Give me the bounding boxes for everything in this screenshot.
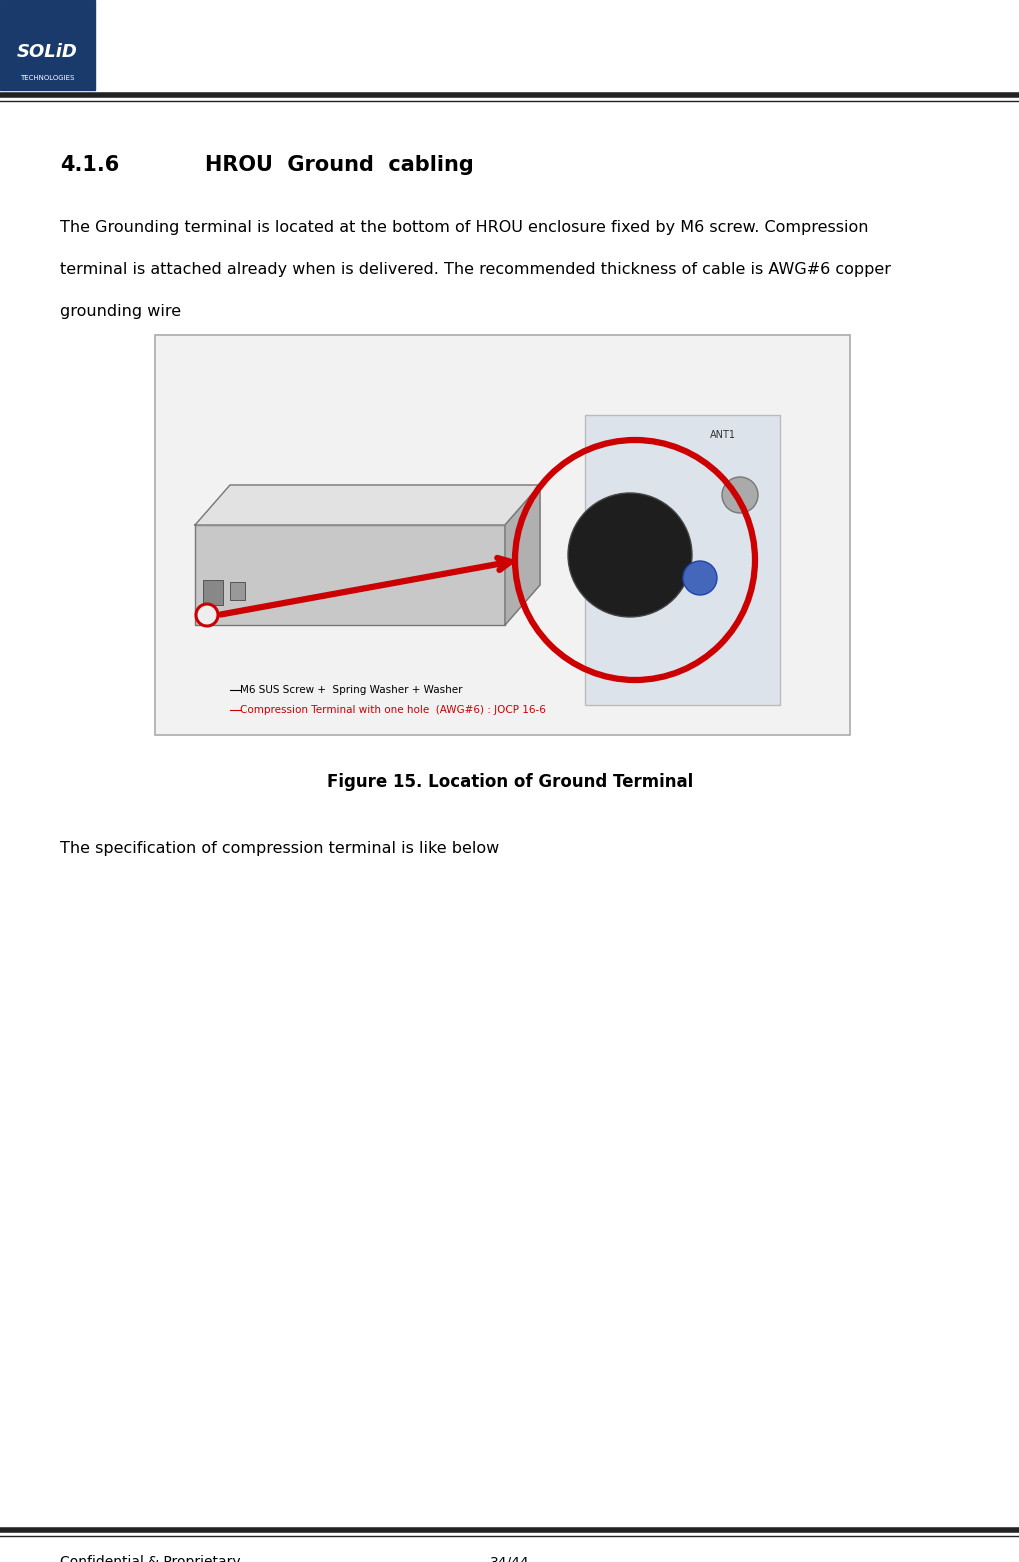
Circle shape — [683, 561, 716, 595]
Bar — [229, 583, 245, 600]
Circle shape — [196, 604, 218, 626]
Text: grounding wire: grounding wire — [60, 305, 181, 319]
Text: M6 SUS Screw +  Spring Washer + Washer: M6 SUS Screw + Spring Washer + Washer — [239, 686, 462, 695]
Text: The specification of compression terminal is like below: The specification of compression termina… — [60, 840, 498, 856]
Polygon shape — [195, 484, 539, 525]
Polygon shape — [504, 484, 539, 625]
Text: TECHNOLOGIES: TECHNOLOGIES — [19, 75, 74, 81]
Text: Confidential & Proprietary: Confidential & Proprietary — [60, 1556, 240, 1562]
Text: 4.1.6: 4.1.6 — [60, 155, 119, 175]
Text: Figure 15. Location of Ground Terminal: Figure 15. Location of Ground Terminal — [326, 773, 693, 790]
Circle shape — [721, 476, 757, 512]
Bar — [585, 415, 780, 704]
Circle shape — [612, 523, 637, 547]
Bar — [156, 336, 848, 734]
Bar — [195, 525, 504, 625]
Text: SOLiD: SOLiD — [16, 44, 77, 61]
Text: Compression Terminal with one hole  (AWG#6) : JOCP 16-6: Compression Terminal with one hole (AWG#… — [239, 704, 545, 715]
Bar — [203, 580, 223, 604]
Text: terminal is attached already when is delivered. The recommended thickness of cab: terminal is attached already when is del… — [60, 262, 891, 276]
Bar — [155, 334, 849, 736]
Circle shape — [568, 494, 691, 617]
Text: 34/44: 34/44 — [490, 1556, 529, 1562]
Text: ANT1: ANT1 — [709, 430, 736, 440]
Text: HROU  Ground  cabling: HROU Ground cabling — [205, 155, 473, 175]
Bar — [0, 0, 95, 91]
Text: The Grounding terminal is located at the bottom of HROU enclosure fixed by M6 sc: The Grounding terminal is located at the… — [60, 220, 867, 234]
